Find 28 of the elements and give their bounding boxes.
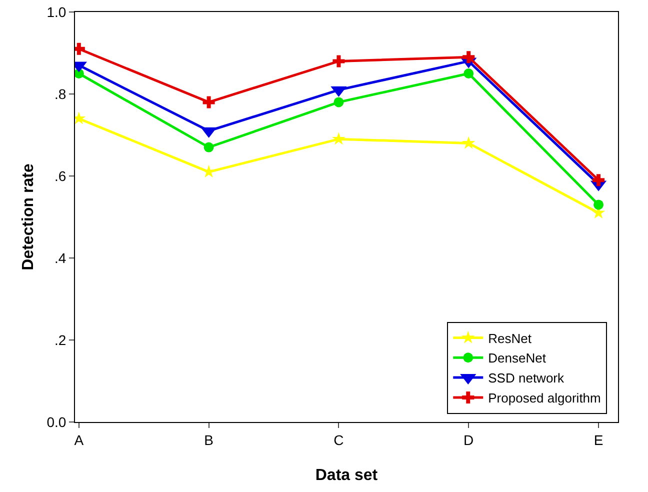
y-tick-label: 1.0	[46, 4, 66, 20]
legend-label: ResNet	[488, 330, 532, 346]
point	[594, 200, 604, 210]
point	[332, 132, 346, 145]
legend-label: SSD network	[488, 370, 564, 386]
y-tick-label: 0.0	[46, 414, 66, 430]
y-axis-title: Detection rate	[20, 164, 37, 270]
x-tick-label: D	[464, 432, 474, 448]
point	[462, 51, 475, 64]
point	[202, 96, 215, 108]
point	[202, 164, 216, 178]
point	[334, 97, 344, 108]
y-tick-label: .6	[54, 168, 66, 184]
y-tick-label: .2	[54, 332, 66, 348]
point	[464, 68, 474, 78]
point	[332, 55, 345, 68]
point	[204, 142, 214, 152]
x-axis-title: Data set	[315, 467, 378, 484]
legend-label: Proposed algorithm	[488, 390, 601, 406]
y-tick-label: .4	[54, 250, 66, 266]
x-tick-label: B	[204, 432, 214, 448]
x-tick-label: A	[74, 432, 84, 448]
x-tick-label: E	[594, 432, 604, 448]
y-tick-label: .8	[54, 86, 66, 102]
point	[462, 136, 476, 149]
legend-label: DenseNet	[488, 350, 546, 366]
x-tick-label: C	[334, 432, 344, 448]
point	[592, 174, 605, 186]
